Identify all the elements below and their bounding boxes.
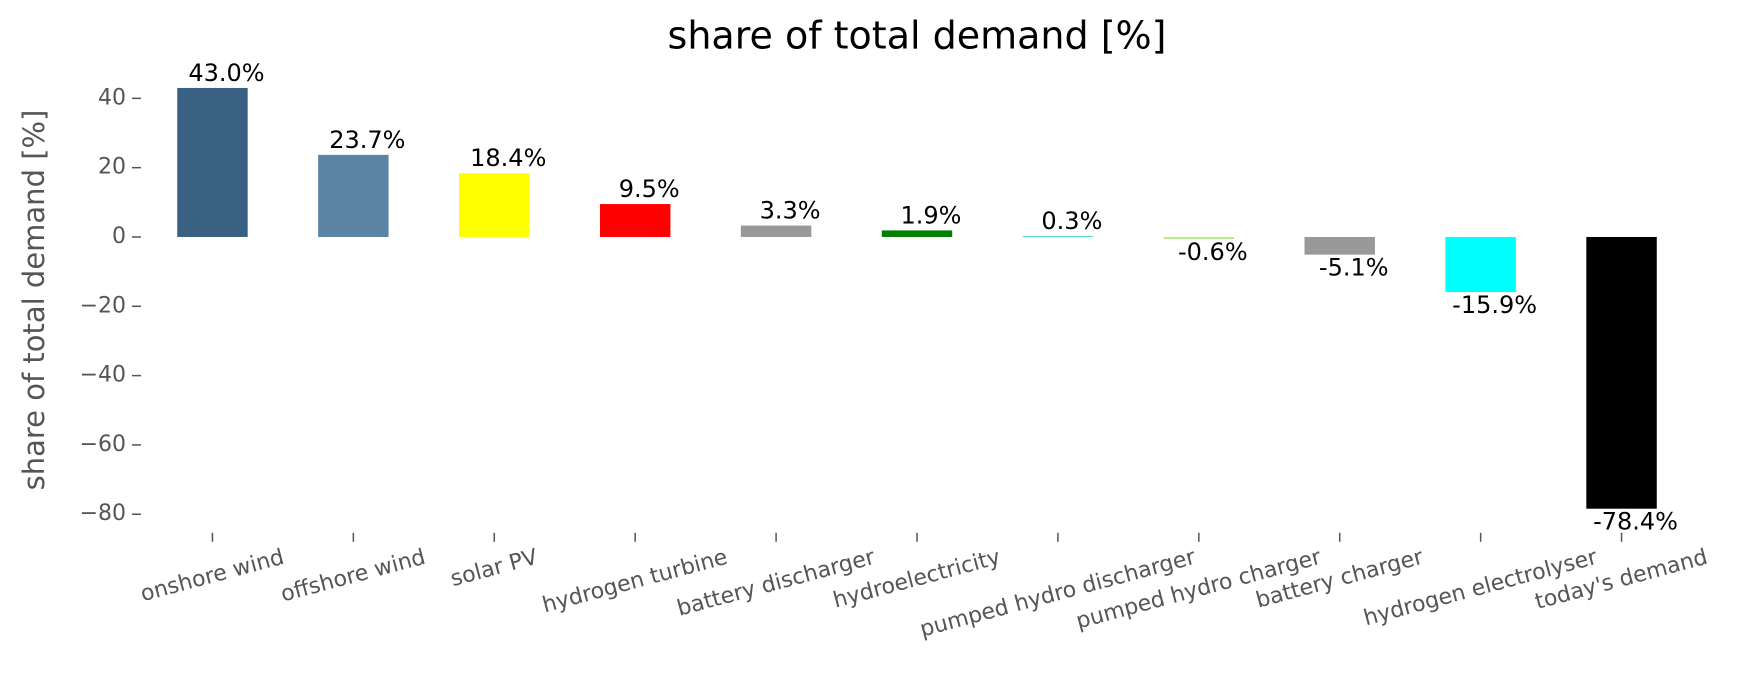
value-label: -78.4%	[1593, 508, 1678, 536]
bar	[599, 204, 671, 237]
y-tick-label: 40	[98, 85, 126, 110]
y-tick-label: −20	[80, 293, 126, 318]
bar	[459, 173, 530, 237]
chart-title: share of total demand [%]	[668, 14, 1167, 58]
y-tick-label: 20	[98, 155, 126, 180]
bar	[1163, 236, 1235, 240]
value-label: -5.1%	[1319, 254, 1389, 282]
bar	[1022, 235, 1094, 237]
value-label: 18.4%	[470, 144, 546, 172]
bar	[740, 225, 812, 237]
y-axis-label: share of total demand [%]	[17, 110, 51, 491]
x-tick-label: offshore wind	[278, 545, 428, 608]
bar	[881, 230, 953, 237]
bar	[177, 87, 248, 237]
y-tick-label: −80	[80, 501, 126, 526]
value-label: 1.9%	[901, 201, 962, 229]
bar	[1586, 236, 1657, 509]
y-tick-label: −40	[80, 363, 126, 388]
y-tick-label: 0	[112, 224, 126, 249]
x-tick-label: solar PV	[448, 545, 540, 592]
bar	[1445, 236, 1516, 293]
bar	[1304, 236, 1375, 255]
value-label: -0.6%	[1178, 238, 1248, 266]
value-label: 3.3%	[760, 197, 821, 225]
x-tick-label: onshore wind	[138, 545, 287, 607]
bar	[318, 154, 389, 237]
value-label: 0.3%	[1041, 207, 1102, 235]
value-label: 23.7%	[329, 126, 405, 154]
value-label: -15.9%	[1452, 291, 1537, 319]
y-tick-label: −60	[80, 432, 126, 457]
value-label: 43.0%	[188, 59, 264, 87]
value-label: 9.5%	[619, 175, 680, 203]
